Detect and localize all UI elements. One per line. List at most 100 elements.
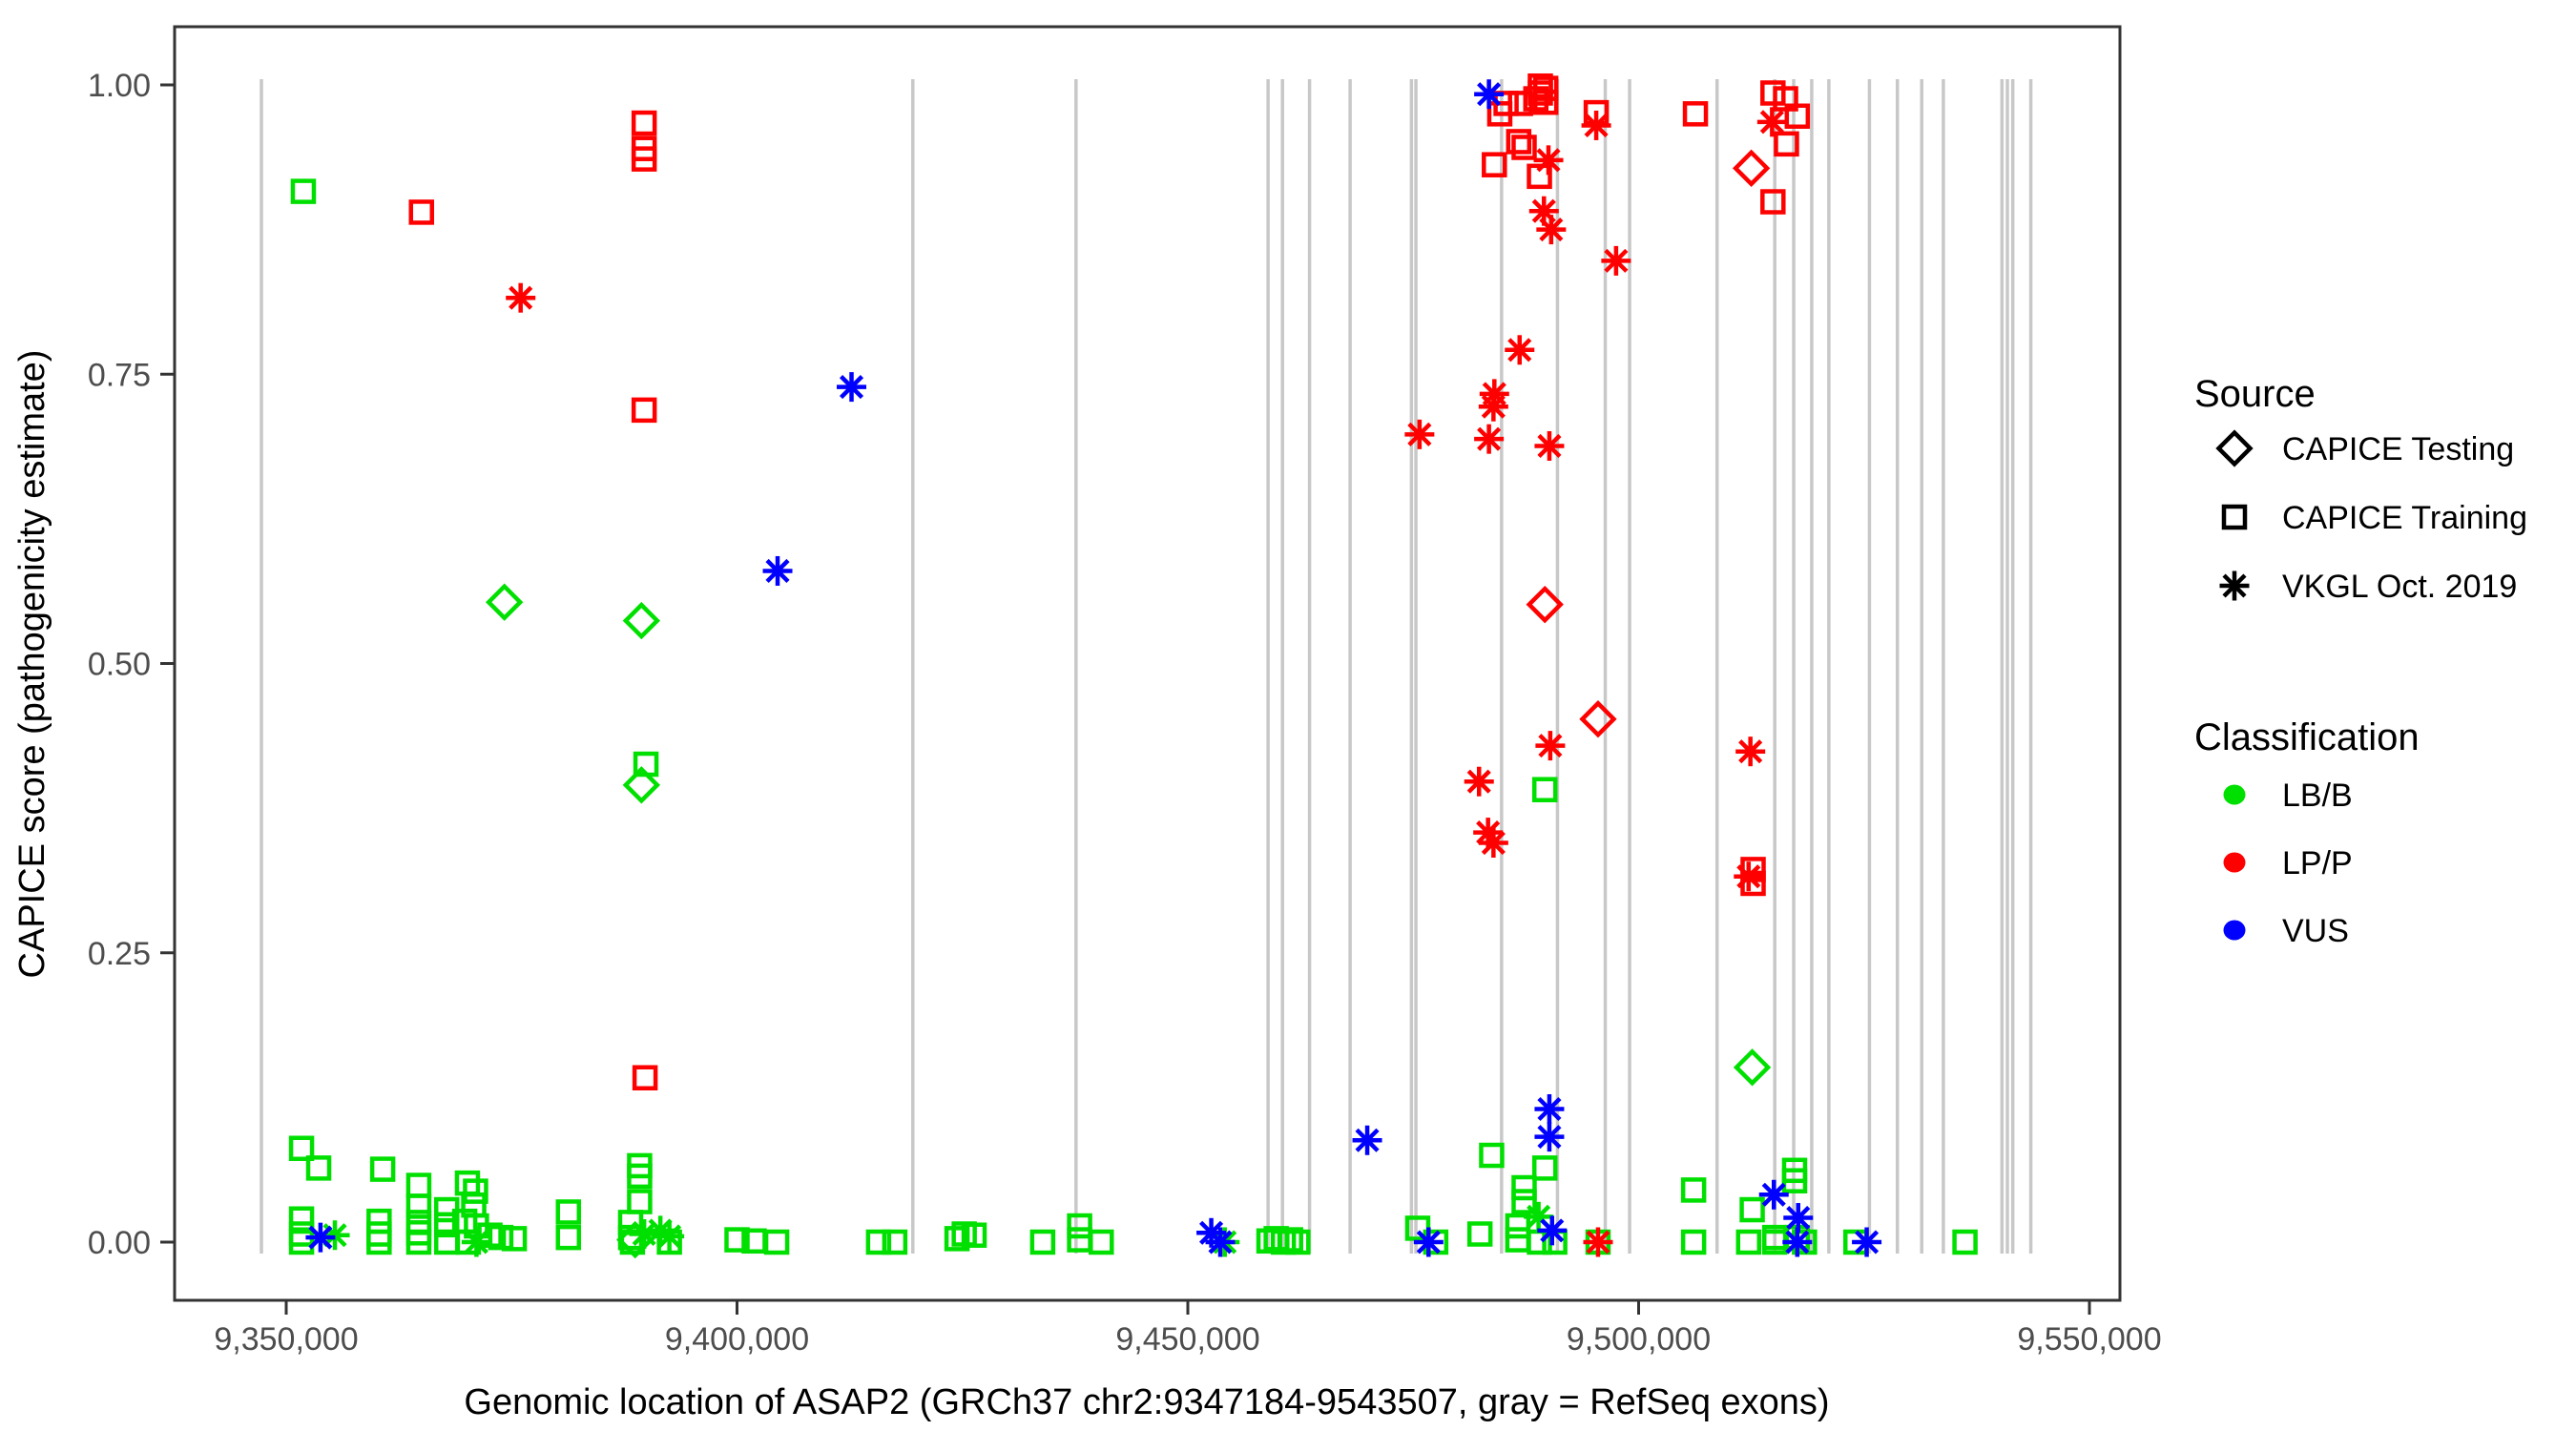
scatter-point — [1531, 777, 1558, 802]
scatter-point — [1537, 1215, 1568, 1246]
scatter-point — [961, 1222, 987, 1248]
scatter-point — [763, 1229, 790, 1255]
scatter-point — [1413, 1227, 1444, 1257]
scatter-point — [1524, 1201, 1554, 1232]
scatter-point — [1783, 1203, 1814, 1234]
scatter-point — [632, 1065, 658, 1091]
scatter-point — [366, 1229, 392, 1255]
x-axis-label: Genomic location of ASAP2 (GRCh37 chr2:9… — [464, 1382, 1829, 1422]
legend-source-item-label: CAPICE Testing — [2282, 431, 2514, 467]
scatter-point — [1478, 828, 1508, 859]
scatter-point — [1535, 731, 1566, 761]
scatter-point — [1511, 135, 1537, 160]
scatter-point — [1735, 1229, 1762, 1255]
legend-source-title: Source — [2194, 373, 2316, 415]
scatter-point — [1478, 391, 1508, 422]
scatter-point — [631, 397, 657, 424]
y-tick-label: 0.25 — [88, 936, 151, 972]
scatter-point — [1784, 103, 1811, 130]
classification-dot-icon — [2223, 852, 2246, 873]
x-tick-label: 9,500,000 — [1567, 1321, 1711, 1358]
scatter-point — [1526, 585, 1564, 624]
scatter-point — [1534, 430, 1565, 461]
scatter-point — [555, 1199, 582, 1225]
scatter-point — [1781, 1168, 1808, 1193]
scatter-point — [433, 1212, 460, 1238]
scatter-point — [1532, 89, 1559, 115]
scatter-point — [1782, 1227, 1813, 1257]
scatter-point — [1682, 101, 1709, 127]
legend-items: CAPICE Testing CAPICE Training VKGL Oct. 2… — [2215, 429, 2527, 949]
scatter-point — [369, 1156, 396, 1182]
scatter-point — [1029, 1229, 1056, 1255]
scatter-point — [1278, 1227, 1303, 1253]
scatter-point — [1474, 424, 1505, 454]
scatter-point — [408, 199, 434, 225]
x-tick-label: 9,550,000 — [2017, 1321, 2161, 1358]
y-tick-label: 1.00 — [88, 68, 151, 104]
scatter-point — [486, 583, 524, 621]
scatter-point — [1352, 1125, 1382, 1155]
scatter-point — [1511, 1174, 1537, 1201]
scatter-point — [1270, 1229, 1297, 1255]
scatter-point — [463, 1178, 488, 1204]
scatter-point — [1735, 736, 1766, 767]
scatter-point — [1534, 1094, 1565, 1125]
scatter-point — [305, 1155, 332, 1181]
scatter-point — [1952, 1229, 1978, 1255]
scatter-point — [762, 555, 793, 586]
legend-source-item-label: CAPICE Training — [2282, 500, 2527, 536]
scatter-point — [506, 282, 536, 313]
y-tick-label: 0.00 — [88, 1225, 151, 1261]
scatter-point — [1464, 766, 1494, 797]
x-tick-label: 9,350,000 — [214, 1321, 358, 1358]
y-tick-label: 0.50 — [88, 647, 151, 683]
scatter-point — [1579, 700, 1617, 738]
scatter-point — [1067, 1213, 1092, 1239]
scatter-point — [1479, 1142, 1505, 1169]
scatter-point — [501, 1226, 528, 1252]
scatter-point — [405, 1229, 432, 1255]
scatter-point — [1760, 189, 1786, 215]
scatter-point — [631, 146, 657, 172]
scatter-point — [882, 1229, 908, 1255]
scatter-point — [1404, 419, 1435, 449]
scatter-point — [1756, 107, 1787, 137]
scatter-point — [1089, 1229, 1114, 1255]
scatter-point — [1205, 1227, 1236, 1257]
scatter-point — [1531, 1155, 1558, 1181]
scatter-point — [288, 1135, 315, 1161]
scatter-point — [654, 1221, 685, 1252]
scatter-point — [1533, 145, 1564, 176]
diamond-legend-icon — [2215, 429, 2254, 467]
classification-dot-icon — [2223, 784, 2246, 805]
asterisk-legend-icon — [2219, 570, 2250, 601]
scatter-point — [1285, 1229, 1311, 1255]
scatter-point — [622, 601, 661, 640]
scatter-point — [622, 766, 661, 804]
legend-source-item-label: VKGL Oct. 2019 — [2282, 569, 2517, 605]
data-points — [288, 73, 1978, 1259]
scatter-point — [290, 178, 317, 204]
axes: 9,350,000 9,400,000 9,450,000 9,500,000 9,55… — [88, 68, 2162, 1358]
scatter-point — [488, 1224, 514, 1251]
scatter-point — [405, 1193, 432, 1219]
scatter-point — [1511, 1189, 1537, 1214]
scatter-point — [555, 1224, 582, 1251]
scatter-point — [288, 1206, 315, 1232]
scatter-point — [1505, 335, 1535, 365]
scatter-point — [865, 1229, 892, 1255]
scatter-point — [1474, 79, 1505, 110]
scatter-point — [1758, 1179, 1789, 1210]
scatter-point — [1466, 1221, 1493, 1247]
scatter-point — [1482, 152, 1507, 177]
scatter-point — [1732, 149, 1771, 188]
square-legend-icon — [2221, 504, 2248, 530]
scatter-point — [1852, 1227, 1882, 1257]
scatter-point — [631, 110, 657, 136]
scatter-point — [1734, 861, 1764, 892]
scatter-point — [1680, 1177, 1707, 1203]
scatter-point — [1527, 163, 1552, 190]
